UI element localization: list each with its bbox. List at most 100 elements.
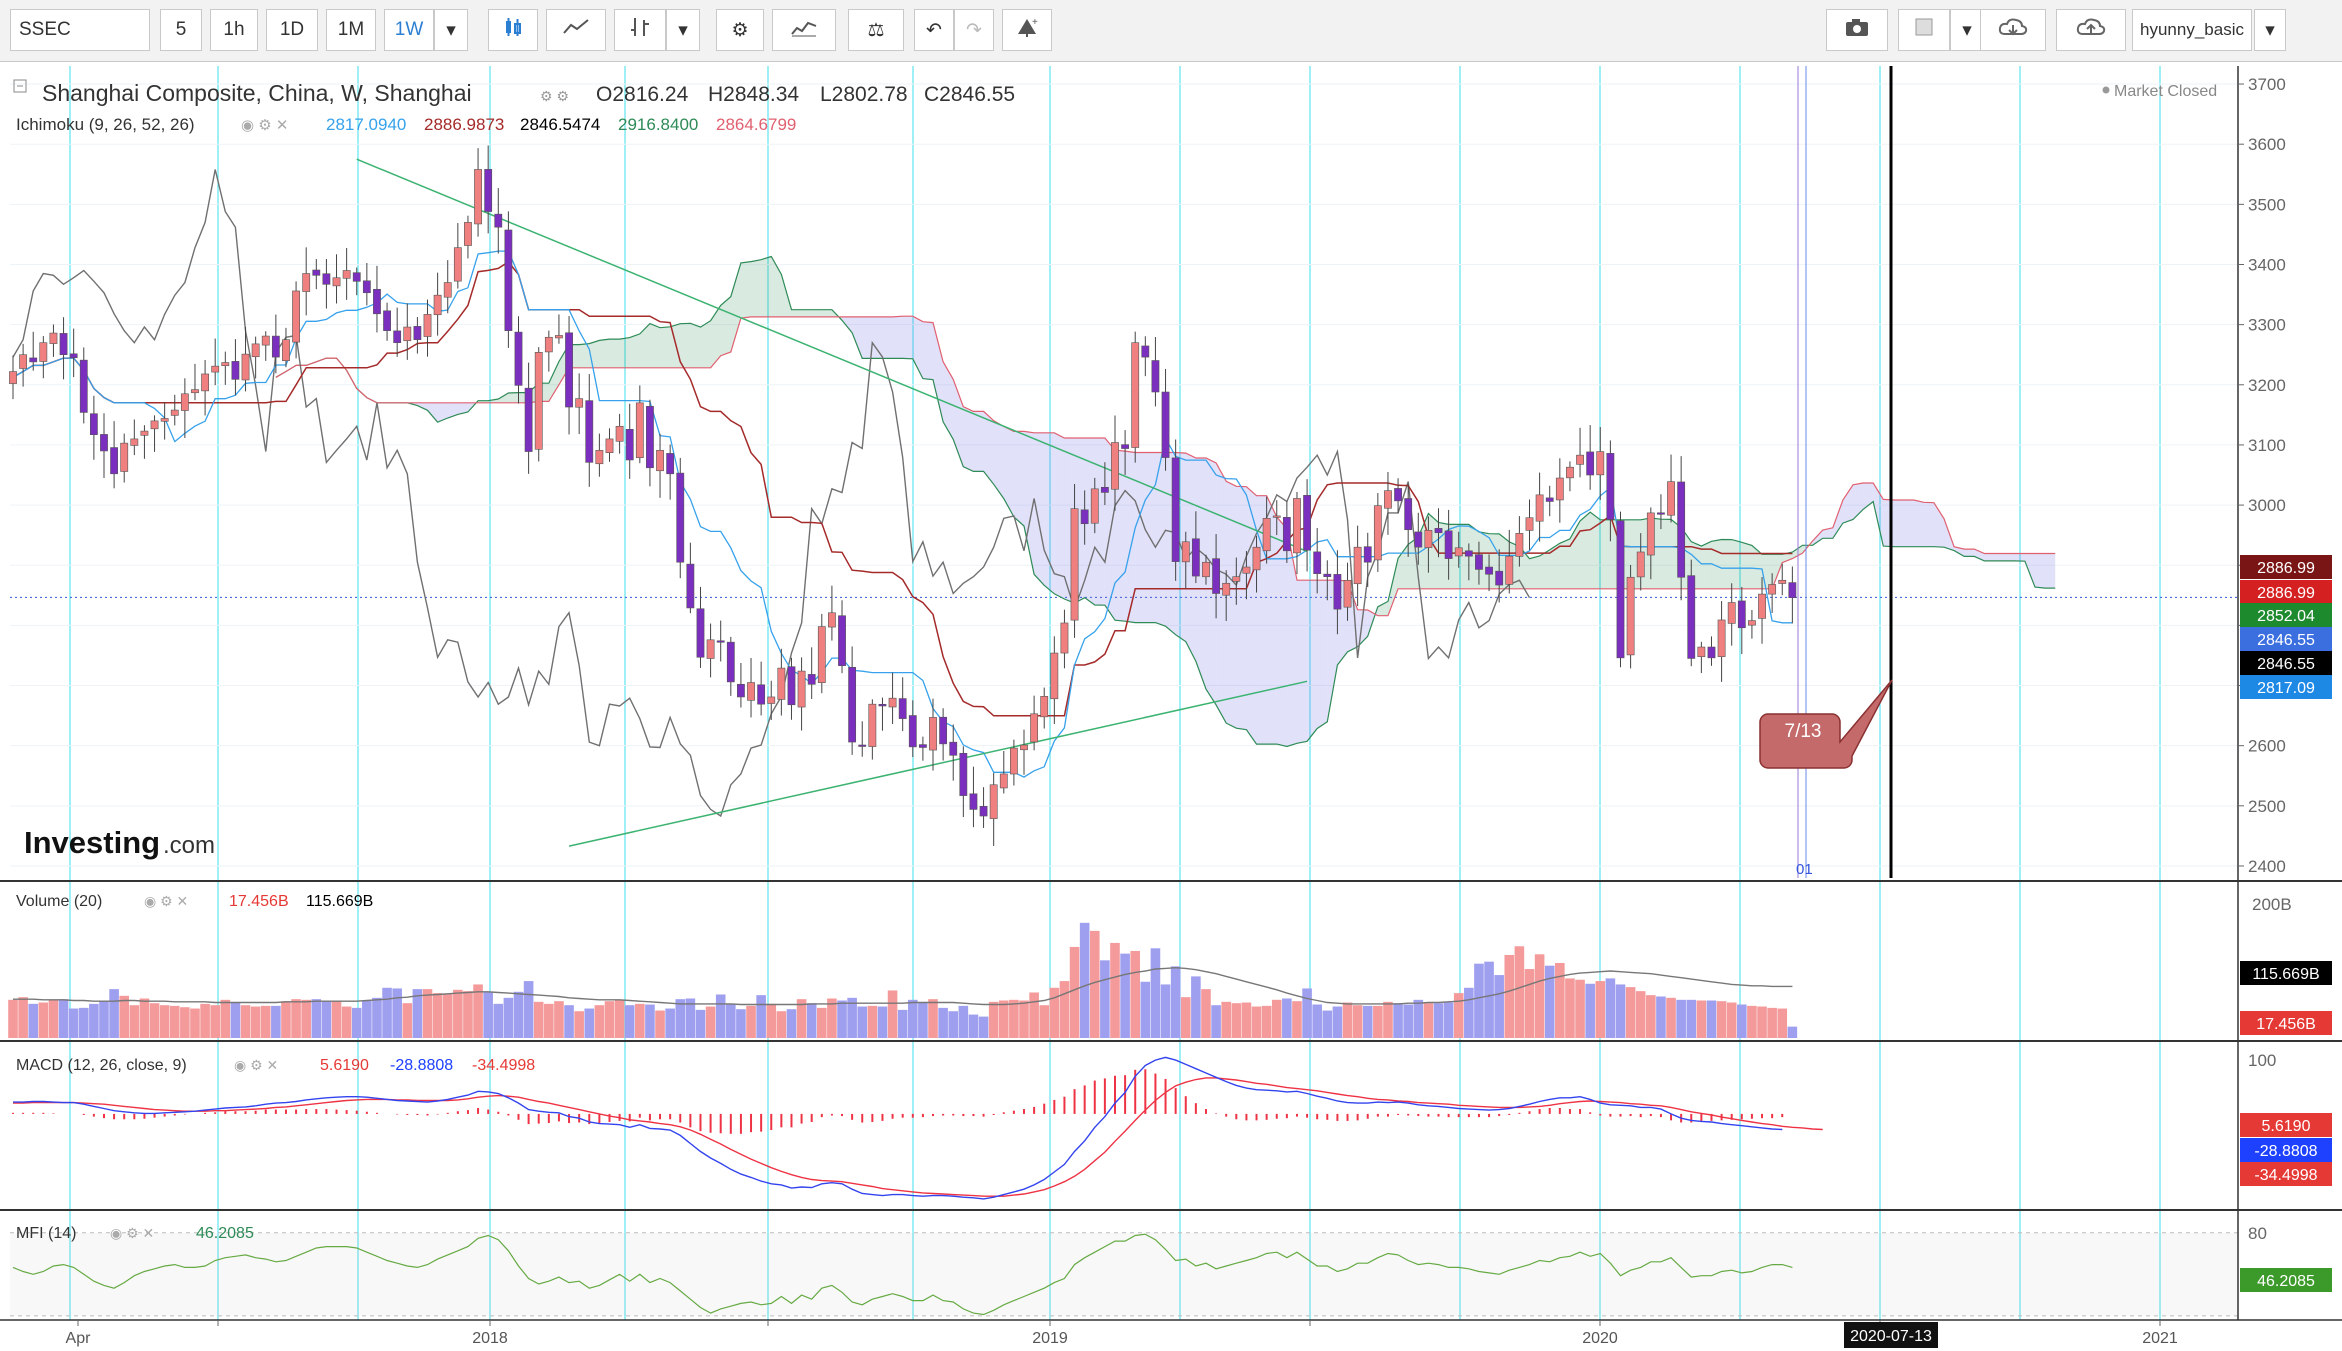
- chart-type-button[interactable]: [488, 9, 538, 51]
- ichimoku-cloud-segment: [1731, 539, 1742, 589]
- candle-body: [605, 438, 614, 453]
- mfi-label: MFI (14): [16, 1225, 76, 1242]
- price-axis-label: 3600: [2248, 135, 2286, 154]
- volume-bar: [938, 1007, 948, 1038]
- indicators-button[interactable]: [614, 9, 666, 51]
- alert-button[interactable]: +: [1002, 9, 1052, 51]
- candle-body: [777, 667, 786, 700]
- time-axis-label: 2019: [1032, 1330, 1068, 1347]
- candle-body: [555, 335, 563, 339]
- ichimoku-cloud-segment: [1903, 500, 1914, 547]
- interval-5[interactable]: 5: [160, 9, 202, 51]
- volume-bar: [483, 992, 493, 1038]
- chart-area[interactable]: 2400250026002700280029003000310032003300…: [0, 62, 2342, 1351]
- ohlc-close: C2846.55: [924, 83, 1015, 106]
- volume-settings-icon[interactable]: ◉ ⚙ ✕: [144, 893, 188, 909]
- volume-bar: [968, 1014, 979, 1038]
- candle-body: [1475, 554, 1483, 570]
- indicators-dropdown[interactable]: ▾: [666, 9, 700, 51]
- interval-1m[interactable]: 1M: [326, 9, 376, 51]
- user-menu[interactable]: hyunny_basic: [2132, 9, 2252, 51]
- settings-icon[interactable]: ⚙ ⚙: [540, 88, 569, 104]
- volume-bar: [281, 1001, 291, 1038]
- candle-body: [1485, 566, 1493, 575]
- redo-button[interactable]: ↷: [954, 9, 994, 51]
- settings-button[interactable]: ⚙: [716, 9, 764, 51]
- ichimoku-settings-icon[interactable]: ◉ ⚙ ✕: [241, 117, 288, 134]
- volume-bar: [422, 989, 433, 1038]
- volume-bar: [1595, 981, 1606, 1038]
- candle-body: [1394, 488, 1402, 502]
- template-button[interactable]: [1898, 9, 1950, 51]
- candle-body: [443, 282, 452, 298]
- candle-body: [534, 352, 543, 450]
- volume-bar: [1332, 1006, 1343, 1038]
- ichimoku-cloud-segment: [1954, 546, 1965, 557]
- candle-body: [231, 361, 240, 380]
- candle-body: [292, 290, 300, 343]
- volume-bar: [1271, 999, 1282, 1038]
- candle-body: [1677, 481, 1686, 578]
- price-badge: 2886.99: [2257, 560, 2315, 577]
- candle-body: [393, 330, 402, 343]
- ichimoku-kijun: [12, 260, 1793, 717]
- candle-body: [959, 752, 968, 796]
- screenshot-button[interactable]: [1826, 9, 1888, 51]
- candle-body: [453, 247, 462, 282]
- line-style-button[interactable]: [546, 9, 606, 51]
- volume-bar: [240, 1005, 251, 1038]
- volume-bar: [513, 991, 524, 1038]
- candle-body: [241, 353, 250, 381]
- candle-body: [100, 434, 108, 452]
- candle-body: [49, 332, 58, 344]
- ichimoku-cloud-segment: [1529, 555, 1540, 589]
- volume-bar: [1787, 1026, 1798, 1038]
- load-layout-button[interactable]: [1980, 9, 2046, 51]
- volume-bar: [1383, 1001, 1393, 1038]
- volume-bar: [119, 995, 130, 1038]
- volume-bar: [341, 1006, 352, 1038]
- candle-body: [1576, 454, 1584, 465]
- macd-settings-icon[interactable]: ◉ ⚙ ✕: [234, 1057, 278, 1073]
- ichimoku-cloud-segment: [2045, 553, 2056, 589]
- volume-bar: [220, 999, 231, 1038]
- mfi-settings-icon[interactable]: ◉ ⚙ ✕: [110, 1225, 154, 1241]
- undo-button[interactable]: ↶: [914, 9, 954, 51]
- candle-body: [1040, 696, 1049, 718]
- volume-bar: [1747, 1005, 1757, 1038]
- user-dropdown[interactable]: ▾: [2254, 9, 2286, 51]
- candle-body: [1768, 584, 1777, 595]
- candle-body: [1141, 345, 1150, 358]
- interval-1w[interactable]: 1W: [384, 9, 434, 51]
- candle-body: [737, 683, 745, 698]
- interval-1d[interactable]: 1D: [266, 9, 318, 51]
- trendline-upper: [356, 158, 1308, 553]
- volume-bar: [645, 1004, 655, 1038]
- volume-bar: [1767, 1007, 1777, 1038]
- volume-bar: [1362, 1005, 1373, 1038]
- macd-badge: -28.8808: [2254, 1143, 2317, 1160]
- scales-button[interactable]: ⚖: [848, 9, 904, 51]
- candle-body: [302, 273, 311, 292]
- interval-1h[interactable]: 1h: [210, 9, 258, 51]
- collapse-icon[interactable]: [13, 79, 27, 93]
- interval-dropdown[interactable]: ▾: [434, 9, 468, 51]
- symbol-input[interactable]: SSEC: [10, 9, 150, 51]
- legend-labels: Shanghai Composite, China, W, Shanghai ⚙…: [13, 79, 2217, 1242]
- volume-bar: [463, 991, 473, 1038]
- volume-bar: [1433, 1003, 1444, 1038]
- ichimoku-cloud-segment: [437, 402, 448, 423]
- candle-body: [565, 332, 573, 408]
- candle-body: [464, 222, 472, 246]
- template-dropdown[interactable]: ▾: [1950, 9, 1984, 51]
- compare-button[interactable]: [772, 9, 836, 51]
- candle-body: [1646, 512, 1655, 556]
- ichimoku-cloud-segment: [852, 316, 863, 359]
- save-layout-button[interactable]: [2056, 9, 2126, 51]
- macd-value-3: -34.4998: [472, 1057, 535, 1074]
- mfi-band: [10, 1232, 2238, 1316]
- candle-body: [807, 674, 816, 685]
- candle-body: [433, 294, 442, 316]
- ichimoku-cloud-segment: [1721, 539, 1732, 589]
- ichimoku-cloud-segment: [993, 420, 1004, 499]
